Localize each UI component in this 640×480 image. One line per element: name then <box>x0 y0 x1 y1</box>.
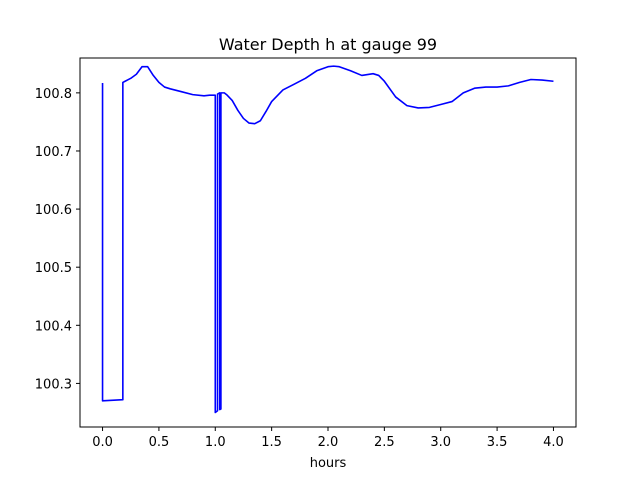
plot-frame <box>79 57 577 428</box>
x-tick-label: 1.5 <box>261 435 282 450</box>
x-tick-label: 3.5 <box>487 435 508 450</box>
x-tick-label: 2.0 <box>318 435 339 450</box>
x-tick-label: 0.0 <box>92 435 113 450</box>
plot-area <box>80 58 576 427</box>
y-tick-label: 100.8 <box>35 87 72 102</box>
y-tick-label: 100.6 <box>35 203 72 218</box>
y-tick-label: 100.7 <box>35 145 72 160</box>
series-layer <box>101 65 554 414</box>
x-tick-label: 0.5 <box>149 435 170 450</box>
x-tick-label: 1.0 <box>205 435 226 450</box>
chart-title: Water Depth h at gauge 99 <box>219 35 437 54</box>
y-tick-label: 100.4 <box>35 319 72 334</box>
x-axis-ticks: 0.0 0.5 1.0 1.5 2.0 2.5 3.0 3.5 4.0 <box>92 427 564 450</box>
y-axis-ticks: 100.3 100.4 100.5 100.6 100.7 100.8 <box>35 87 80 392</box>
x-tick-label: 4.0 <box>543 435 564 450</box>
series-line-water-depth <box>101 65 554 414</box>
y-tick-label: 100.3 <box>35 377 72 392</box>
y-tick-label: 100.5 <box>35 261 72 276</box>
x-axis-label: hours <box>310 456 347 471</box>
x-tick-label: 2.5 <box>374 435 395 450</box>
x-tick-label: 3.0 <box>430 435 451 450</box>
